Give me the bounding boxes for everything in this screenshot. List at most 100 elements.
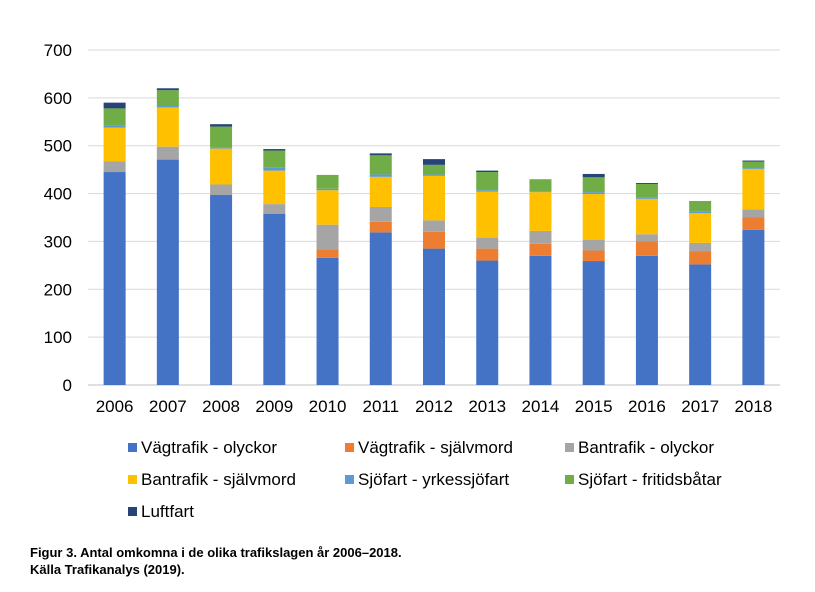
- bar-segment: [635, 183, 658, 184]
- x-tick-label: 2006: [96, 397, 134, 416]
- bar-segment: [210, 147, 233, 149]
- bar-segment: [369, 232, 392, 385]
- bar-segment: [103, 102, 126, 109]
- bar-segment: [582, 192, 605, 195]
- x-tick-label: 2007: [149, 397, 187, 416]
- bar-segment: [742, 229, 765, 385]
- bar-segment: [582, 239, 605, 251]
- bar-segment: [635, 255, 658, 385]
- bar-segment: [582, 194, 605, 240]
- bar-segment: [476, 260, 499, 385]
- bar-segment: [423, 174, 445, 176]
- bar-segment: [635, 198, 658, 235]
- figure-caption: Figur 3. Antal omkomna i de olika trafik…: [30, 545, 402, 560]
- legend-swatch: [565, 475, 574, 484]
- bar-segment: [263, 149, 286, 151]
- legend-label: Vägtrafik - självmord: [358, 438, 513, 457]
- bar-segment: [635, 241, 658, 256]
- y-tick-label: 500: [44, 137, 72, 156]
- bar-segment: [529, 243, 552, 256]
- figure-source: Källa Trafikanalys (2019).: [30, 562, 185, 577]
- legend-swatch: [128, 507, 137, 516]
- bar-segment: [263, 167, 286, 171]
- bar-segment: [369, 155, 392, 175]
- x-tick-label: 2013: [468, 397, 506, 416]
- bar-segment: [263, 170, 286, 205]
- bar-segment: [689, 201, 712, 212]
- bar-segment: [263, 204, 286, 214]
- bar-segment: [210, 124, 233, 127]
- bar-segment: [210, 195, 233, 385]
- bar-segment: [210, 126, 233, 148]
- bar-segment: [582, 250, 605, 262]
- bar-segment: [582, 177, 605, 193]
- bar-segment: [156, 159, 179, 385]
- bar-segment: [263, 213, 286, 385]
- bar-segment: [529, 255, 552, 385]
- legend-swatch: [345, 475, 354, 484]
- bar-segment: [689, 251, 712, 265]
- bar-segment: [369, 174, 392, 177]
- bar-segment: [316, 249, 339, 258]
- bar-segment: [476, 237, 499, 249]
- bar-segment: [635, 234, 658, 242]
- bar-segment: [476, 248, 499, 261]
- x-tick-label: 2017: [681, 397, 719, 416]
- bar-segment: [423, 231, 445, 249]
- legend: Vägtrafik - olyckor Vägtrafik - självmord…: [128, 438, 722, 521]
- bar-segment: [103, 127, 126, 162]
- x-tick-label: 2016: [628, 397, 666, 416]
- y-tick-label: 200: [44, 280, 72, 299]
- bar-segment: [316, 224, 339, 250]
- bar-segment: [423, 175, 445, 221]
- bar-segment: [529, 192, 552, 231]
- x-tick-label: 2018: [734, 397, 772, 416]
- bar-segment: [742, 217, 765, 230]
- y-tick-label: 100: [44, 328, 72, 347]
- legend-swatch: [128, 443, 137, 452]
- bar-segment: [529, 179, 552, 192]
- x-tick-label: 2014: [522, 397, 560, 416]
- legend-label: Bantrafik - olyckor: [578, 438, 714, 457]
- bar-segment: [423, 220, 445, 232]
- bar-segment: [529, 230, 552, 244]
- bar-segment: [210, 184, 233, 196]
- bar-segment: [316, 188, 339, 191]
- bar-segment: [742, 169, 765, 210]
- bar-segment: [156, 105, 179, 108]
- y-tick-label: 700: [44, 41, 72, 60]
- bar-segment: [689, 211, 712, 214]
- bar-segment: [476, 172, 499, 191]
- bar-segment: [529, 191, 552, 193]
- y-tick-label: 0: [63, 376, 72, 395]
- x-tick-label: 2010: [309, 397, 347, 416]
- bar-segment: [156, 146, 179, 160]
- legend-swatch: [565, 443, 574, 452]
- bar-segment: [156, 90, 179, 106]
- bar-segment: [103, 161, 126, 173]
- bar-segment: [369, 153, 392, 156]
- bars: [103, 88, 765, 385]
- legend-label: Sjöfart - yrkessjöfart: [358, 470, 509, 489]
- bar-segment: [689, 242, 712, 252]
- bar-segment: [635, 197, 658, 199]
- bar-segment: [103, 125, 126, 128]
- bar-segment: [582, 261, 605, 385]
- bar-segment: [582, 173, 605, 178]
- bar-segment: [423, 164, 445, 175]
- bar-segment: [316, 174, 339, 189]
- bar-segment: [210, 148, 233, 185]
- y-tick-label: 600: [44, 89, 72, 108]
- bar-segment: [103, 172, 126, 385]
- bar-segment: [742, 168, 765, 170]
- bar-segment: [156, 88, 179, 91]
- x-tick-label: 2009: [255, 397, 293, 416]
- bar-segment: [369, 176, 392, 207]
- axes: 0 100 200 300 400 500 600 700 2006 2007 2008 2009 20…: [44, 41, 773, 416]
- bar-segment: [423, 248, 445, 385]
- bar-segment: [476, 191, 499, 238]
- bar-segment: [742, 161, 765, 169]
- legend-label: Bantrafik - självmord: [141, 470, 296, 489]
- legend-swatch: [345, 443, 354, 452]
- x-tick-label: 2015: [575, 397, 613, 416]
